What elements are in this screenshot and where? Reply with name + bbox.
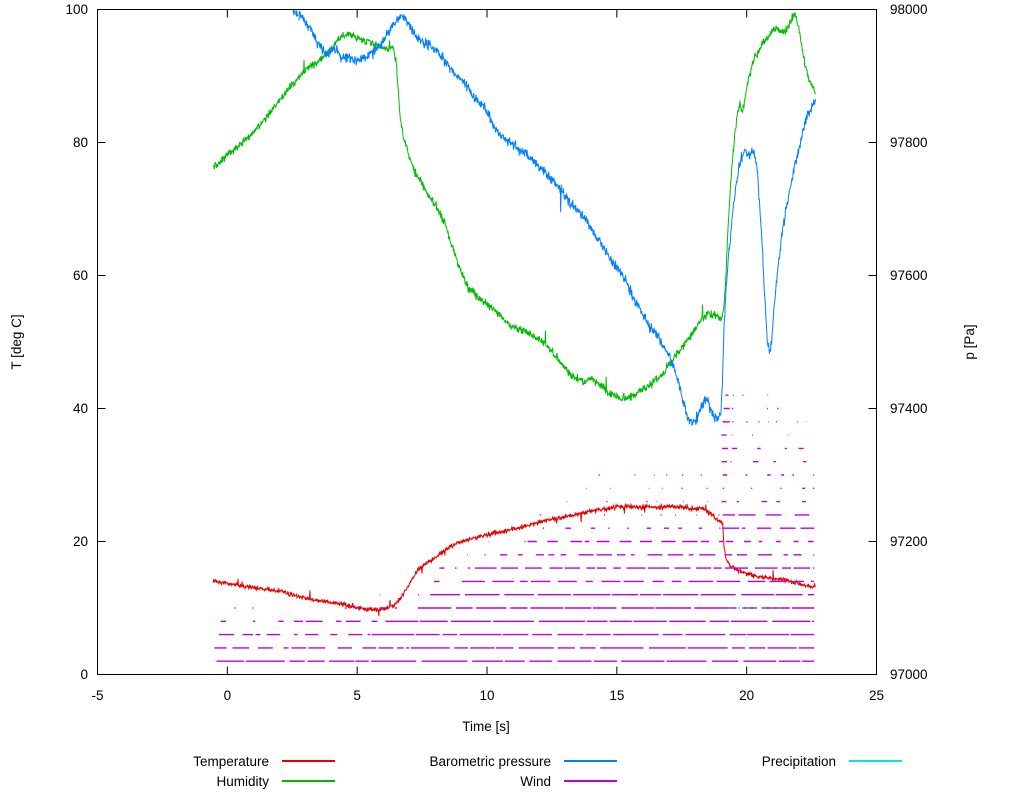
y-right-tick-label-2: 97400 [890, 401, 928, 416]
x-tick-label-5: 20 [739, 688, 754, 703]
x-tick-label-0: -5 [91, 688, 103, 703]
x-tick-label-6: 25 [869, 688, 884, 703]
axes-layer [97, 9, 877, 675]
y-left-tick-label-0: 0 [80, 667, 88, 682]
y-left-axis-label: T [deg C] [9, 314, 24, 369]
legend-line-humidity [282, 780, 335, 782]
legend-line-precipitation [849, 760, 902, 762]
legend-line-barometric-pressure [564, 760, 617, 762]
legend-label-barometric-pressure: Barometric pressure [429, 753, 551, 769]
legend-item-4: Precipitation [666, 752, 902, 770]
x-tick-label-3: 10 [479, 688, 494, 703]
y-right-axis-label: p [Pa] [962, 324, 977, 359]
legend-label-precipitation: Precipitation [761, 753, 836, 769]
legend-item-2: Barometric pressure [321, 752, 617, 770]
legend-item-0: Temperature [109, 752, 335, 770]
y-right-tick-label-5: 98000 [890, 2, 928, 17]
x-tick-label-2: 5 [353, 688, 361, 703]
y-left-tick-label-4: 80 [73, 135, 88, 150]
legend-label-temperature: Temperature [193, 753, 269, 769]
legend-item-3: Wind [321, 772, 617, 790]
y-left-tick-label-3: 60 [73, 268, 88, 283]
legend-line-temperature [282, 760, 335, 762]
legend-label-humidity: Humidity [216, 773, 269, 789]
y-right-tick-label-1: 97200 [890, 534, 928, 549]
curves-layer [212, 8, 816, 662]
x-tick-label-4: 15 [609, 688, 624, 703]
x-axis-label: Time [s] [462, 719, 510, 734]
y-left-tick-label-2: 40 [73, 401, 88, 416]
y-right-tick-label-4: 97800 [890, 135, 928, 150]
legend-line-wind [564, 780, 617, 782]
tick-labels: -5 0 5 10 15 20 25 0 20 40 60 80 100 970… [65, 2, 927, 703]
y-right-tick-label-0: 97000 [890, 667, 928, 682]
x-tick-label-1: 0 [224, 688, 232, 703]
y-left-tick-label-1: 20 [73, 534, 88, 549]
legend-label-wind: Wind [520, 773, 551, 789]
y-right-tick-label-3: 97600 [890, 268, 928, 283]
legend-item-1: Humidity [109, 772, 335, 790]
y-left-tick-label-5: 100 [65, 2, 88, 17]
